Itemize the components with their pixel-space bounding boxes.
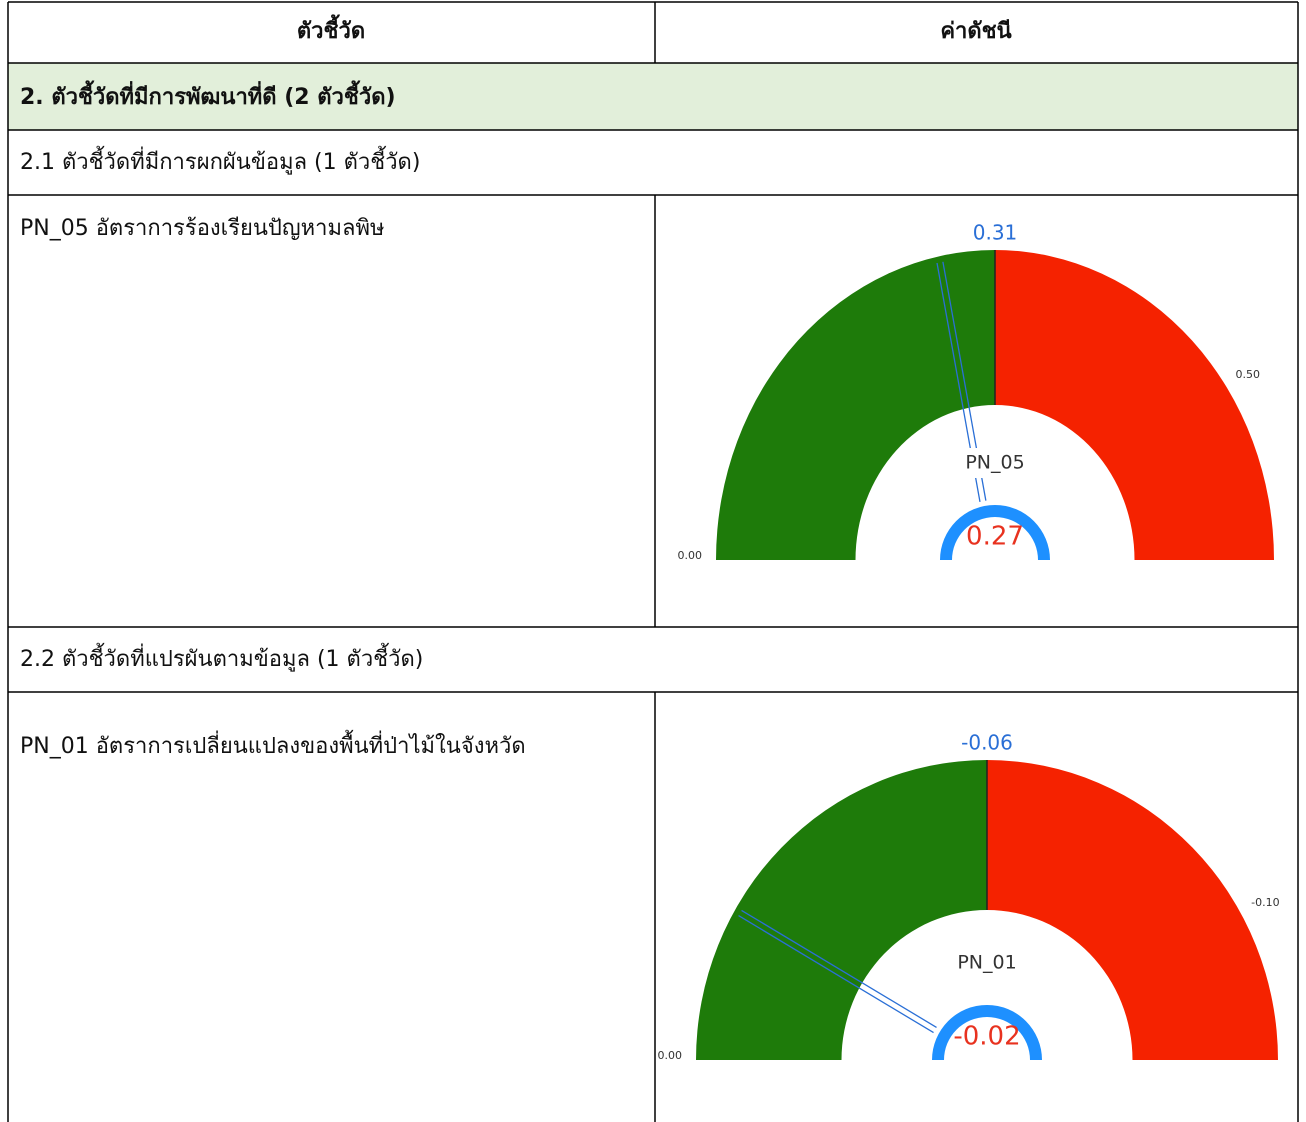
tick-label: -0.10	[1251, 896, 1279, 909]
section-title: 2. ตัวชี้วัดที่มีการพัฒนาที่ดี (2 ตัวชี้…	[20, 80, 396, 110]
section-background	[8, 63, 1298, 130]
header-cell: ตัวชี้วัด	[297, 14, 365, 44]
subsection-title: 2.1 ตัวชี้วัดที่มีการผกผันข้อมูล (1 ตัวช…	[20, 146, 420, 175]
tick-label: 0.50	[1235, 368, 1260, 381]
gauge-name: PN_01	[957, 952, 1016, 974]
subsection-title: 2.2 ตัวชี้วัดที่แปรผันตามข้อมูล (1 ตัวชี…	[20, 643, 423, 672]
tick-label: 0.00	[658, 1049, 683, 1062]
gauge-below-target	[696, 760, 987, 1060]
header-cell: ค่าดัชนี	[940, 19, 1011, 44]
gauge-below-target	[716, 250, 995, 560]
name-backdrop	[955, 448, 1035, 478]
indicator-name: PN_01 อัตราการเปลี่ยนแปลงของพื้นที่ป่าไม…	[20, 730, 526, 759]
gauge-value: 0.27	[966, 522, 1024, 552]
name-backdrop	[947, 948, 1027, 978]
target-label: 0.31	[973, 221, 1018, 245]
value-ring	[932, 1005, 1042, 1060]
tick-label: 0.00	[678, 549, 703, 562]
gauge-above-target	[995, 250, 1274, 560]
gauge-name: PN_05	[965, 452, 1024, 474]
target-label: -0.06	[961, 731, 1013, 755]
gauge-value: -0.02	[953, 1022, 1020, 1052]
needle	[738, 909, 937, 1034]
gauge-above-target	[987, 760, 1278, 1060]
indicator-name: PN_05 อัตราการร้องเรียนปัญหามลพิษ	[20, 216, 384, 241]
value-ring	[940, 505, 1050, 560]
